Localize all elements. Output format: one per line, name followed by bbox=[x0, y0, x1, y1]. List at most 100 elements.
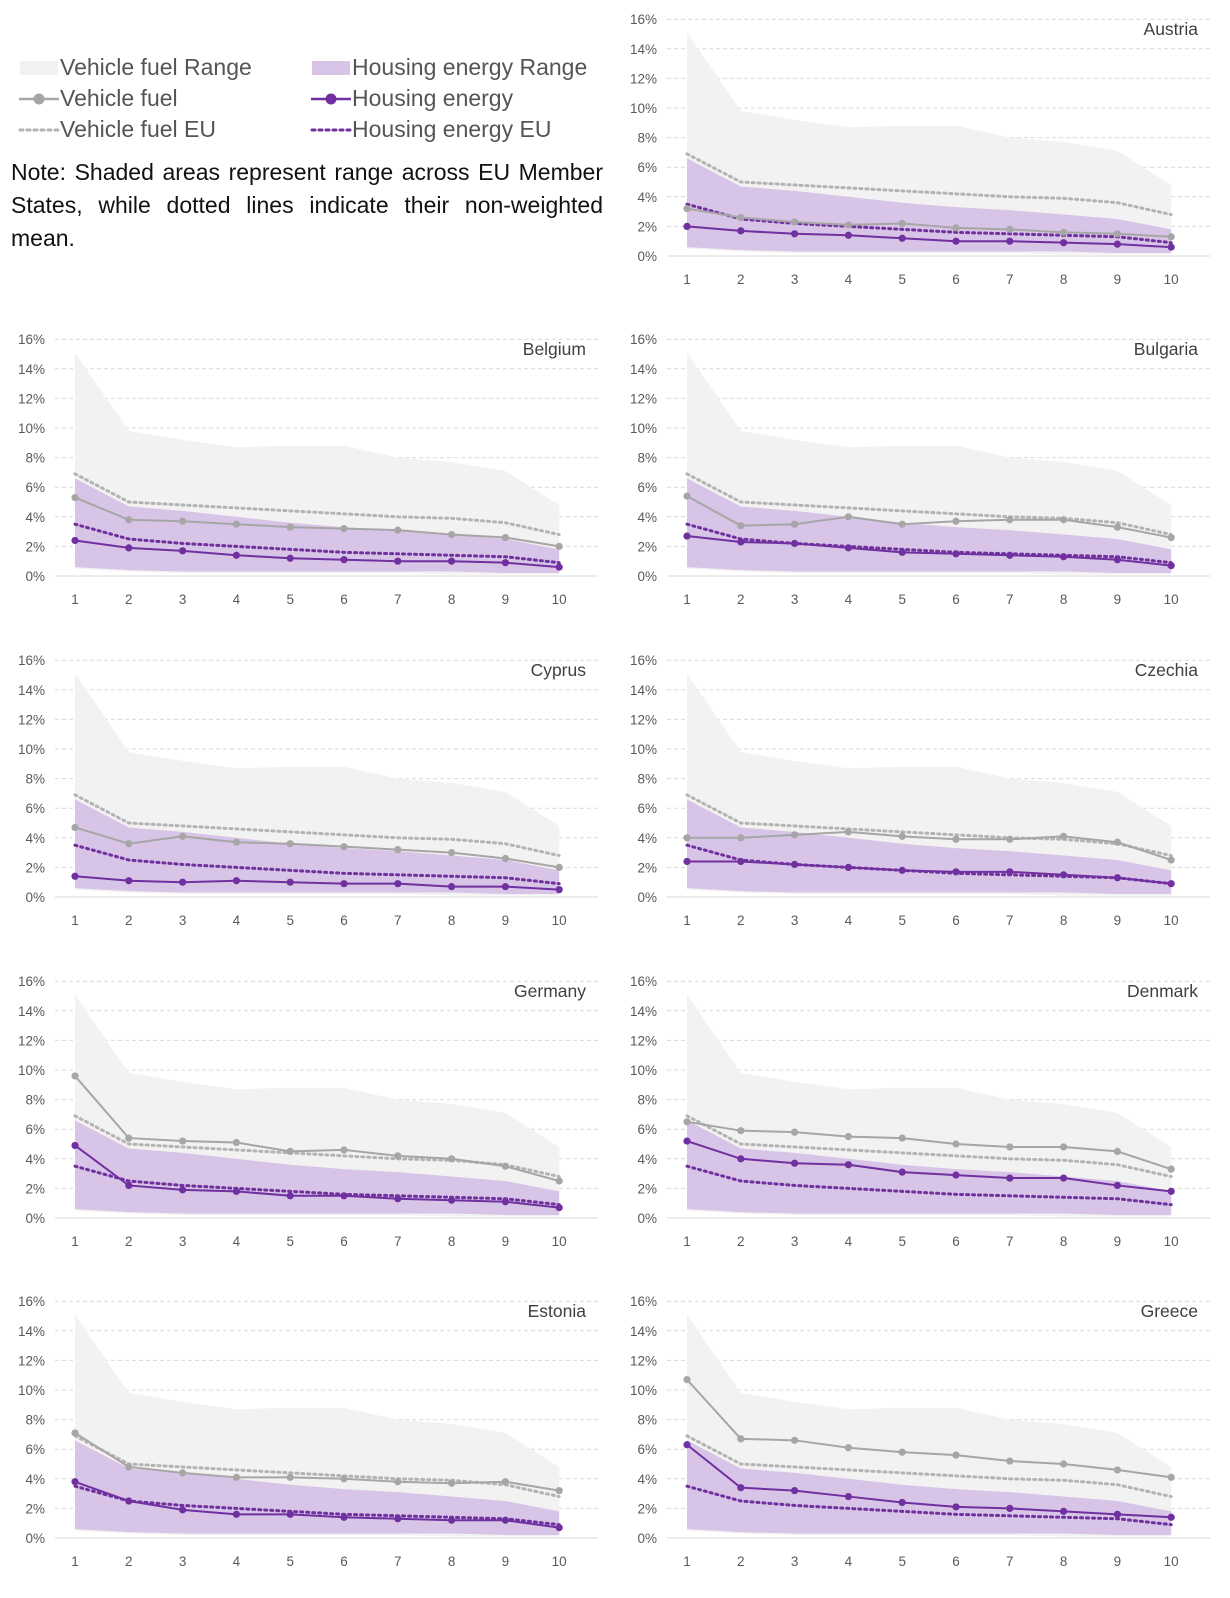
y-tick-label: 16% bbox=[630, 1294, 657, 1309]
y-tick-label: 16% bbox=[18, 653, 45, 668]
vehicle-fuel-point bbox=[340, 1475, 348, 1483]
housing-energy-point bbox=[1006, 1174, 1014, 1182]
housing-energy-point bbox=[1167, 880, 1175, 888]
x-tick-label: 9 bbox=[1114, 272, 1122, 287]
housing-energy-point bbox=[1167, 243, 1175, 251]
x-tick-label: 3 bbox=[791, 1234, 799, 1249]
housing-energy-line bbox=[686, 1443, 1172, 1519]
legend-item-housing-energy: Housing energy bbox=[310, 85, 513, 112]
x-tick-label: 7 bbox=[394, 1554, 402, 1569]
y-tick-label: 12% bbox=[18, 1033, 45, 1048]
vehicle-fuel-point bbox=[683, 492, 691, 500]
x-tick-label: 2 bbox=[737, 1554, 745, 1569]
housing-energy-point bbox=[71, 1141, 79, 1150]
housing-energy-point bbox=[232, 551, 240, 559]
vehicle-fuel-point bbox=[1167, 1165, 1175, 1173]
vehicle-fuel-point bbox=[1006, 225, 1014, 233]
x-tick-label: 7 bbox=[394, 913, 402, 928]
x-tick-label: 1 bbox=[71, 913, 79, 928]
housing-energy-point bbox=[394, 1515, 402, 1523]
y-tick-label: 8% bbox=[25, 1413, 45, 1428]
housing-energy-point bbox=[844, 863, 852, 871]
y-tick-label: 12% bbox=[630, 1033, 657, 1048]
housing-energy-point bbox=[683, 222, 691, 230]
vehicle-fuel-point bbox=[179, 517, 187, 525]
y-tick-label: 12% bbox=[18, 1353, 45, 1368]
x-tick-label: 5 bbox=[286, 592, 294, 607]
x-tick-label: 3 bbox=[791, 272, 799, 287]
vehicle-fuel-point bbox=[501, 1478, 509, 1486]
y-tick-label: 2% bbox=[637, 219, 657, 234]
legend-label-vehicle-fuel: Vehicle fuel bbox=[60, 85, 178, 111]
housing-energy-eu-line bbox=[73, 1484, 561, 1527]
x-tick-label: 2 bbox=[737, 1234, 745, 1249]
y-tick-label: 6% bbox=[25, 801, 45, 816]
housing-energy-line bbox=[686, 1140, 1172, 1193]
vehicle-fuel-point bbox=[232, 1473, 240, 1481]
x-tick-label: 9 bbox=[502, 1554, 510, 1569]
vehicle-fuel-point bbox=[844, 1133, 852, 1141]
chart-title: Belgium bbox=[523, 339, 586, 359]
x-tick-label: 10 bbox=[1164, 592, 1179, 607]
housing-energy-point bbox=[737, 538, 745, 546]
vehicle-fuel-eu-line bbox=[685, 1434, 1173, 1499]
housing-energy-point bbox=[232, 1187, 240, 1195]
housing-energy-line bbox=[74, 539, 560, 569]
housing-energy-point bbox=[737, 227, 745, 235]
x-tick-label: 6 bbox=[340, 1234, 348, 1249]
vehicle-fuel-point bbox=[898, 1134, 906, 1142]
vehicle-fuel-point bbox=[71, 823, 79, 832]
chart-note: Note: Shaded areas represent range acros… bbox=[11, 159, 603, 251]
housing-energy-point bbox=[898, 234, 906, 242]
housing-energy-point bbox=[340, 556, 348, 564]
vehicle-fuel-point bbox=[844, 1444, 852, 1452]
y-tick-label: 8% bbox=[637, 772, 657, 787]
x-tick-label: 9 bbox=[502, 592, 510, 607]
y-tick-label: 8% bbox=[637, 131, 657, 146]
housing-energy-point bbox=[683, 857, 691, 866]
x-tick-label: 5 bbox=[898, 1554, 906, 1569]
y-tick-label: 4% bbox=[25, 510, 45, 525]
x-tick-label: 4 bbox=[845, 913, 853, 928]
x-tick-label: 6 bbox=[952, 1554, 960, 1569]
legend-item-vehicle-fuel-range: Vehicle fuel Range bbox=[18, 54, 252, 81]
y-tick-label: 4% bbox=[637, 1152, 657, 1167]
y-tick-label: 10% bbox=[630, 421, 657, 436]
housing-energy-range-area bbox=[687, 478, 1172, 574]
y-tick-label: 0% bbox=[637, 1211, 657, 1226]
vehicle-fuel-point bbox=[394, 1478, 402, 1486]
vehicle-fuel-point bbox=[71, 493, 79, 502]
housing-energy-point bbox=[179, 1506, 187, 1514]
y-tick-label: 12% bbox=[18, 712, 45, 727]
vehicle-fuel-point bbox=[898, 832, 906, 840]
chart-svg: 0% 2% 4% 6% 8% 10% 12% 14% 16% 1 2 3 4 5 6 7 8 9 10 Greece bbox=[630, 1294, 1210, 1569]
housing-energy-point bbox=[898, 548, 906, 556]
y-tick-label: 2% bbox=[25, 1181, 45, 1196]
housing-energy-line bbox=[687, 860, 1172, 885]
legend-label-housing-energy-range: Housing energy Range bbox=[352, 54, 588, 80]
legend-swatch-housing-energy-eu bbox=[310, 128, 352, 131]
housing-energy-point bbox=[448, 883, 456, 891]
y-tick-label: 10% bbox=[18, 1383, 45, 1398]
x-tick-label: 7 bbox=[1006, 592, 1014, 607]
y-tick-label: 14% bbox=[630, 683, 657, 698]
vehicle-fuel-eu-line bbox=[685, 472, 1173, 537]
vehicle-fuel-point bbox=[1167, 1473, 1175, 1481]
x-tick-label: 9 bbox=[502, 913, 510, 928]
housing-energy-point bbox=[555, 1524, 563, 1532]
y-tick-label: 10% bbox=[630, 1063, 657, 1078]
housing-energy-point bbox=[844, 544, 852, 552]
y-tick-label: 4% bbox=[637, 831, 657, 846]
vehicle-fuel-point bbox=[448, 1479, 456, 1487]
housing-energy-point bbox=[683, 1137, 691, 1145]
vehicle-fuel-point bbox=[952, 835, 960, 843]
y-tick-label: 4% bbox=[637, 510, 657, 525]
x-tick-label: 3 bbox=[179, 592, 187, 607]
housing-energy-point bbox=[71, 872, 79, 880]
vehicle-fuel-point bbox=[898, 219, 906, 228]
vehicle-fuel-point bbox=[1113, 1466, 1121, 1474]
chart-svg: 0% 2% 4% 6% 8% 10% 12% 14% 16% 1 2 3 4 5 6 7 8 9 10 Germany bbox=[18, 974, 598, 1249]
vehicle-fuel-eu-line bbox=[685, 1114, 1173, 1179]
vehicle-fuel-line bbox=[74, 1432, 560, 1492]
vehicle-fuel-point bbox=[737, 1127, 745, 1135]
